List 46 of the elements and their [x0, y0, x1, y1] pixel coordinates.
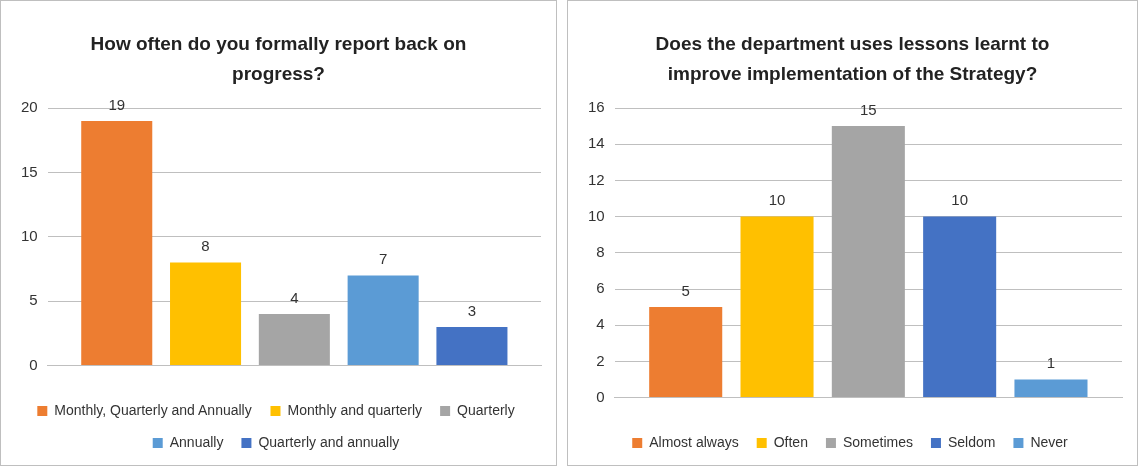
- y-tick-label: 12: [588, 170, 605, 188]
- y-tick-label: 8: [596, 242, 605, 260]
- bar: [81, 120, 153, 366]
- y-tick-label: 10: [21, 226, 38, 244]
- y-tick-label: 16: [588, 98, 605, 116]
- data-label: 5: [681, 281, 690, 299]
- legend-label: Never: [1030, 433, 1069, 450]
- bar: [170, 262, 242, 366]
- data-label: 4: [290, 288, 299, 306]
- y-tick-label: 20: [21, 98, 38, 116]
- chart-title: How often do you formally report back on progress?: [89, 32, 468, 86]
- data-label: 15: [860, 100, 877, 118]
- bar: [831, 126, 905, 398]
- bar: [649, 307, 723, 398]
- data-label: 1: [1046, 354, 1056, 372]
- legend-label: Monthly and quarterly: [287, 401, 423, 418]
- bar: [740, 216, 814, 398]
- legend-label: Almost always: [649, 433, 739, 450]
- legend-label: Annually: [169, 433, 224, 450]
- y-tick-label: 0: [29, 355, 38, 373]
- bar: [1014, 379, 1088, 398]
- data-label: 10: [951, 191, 968, 209]
- data-label: 8: [201, 237, 210, 255]
- data-label: 19: [108, 95, 126, 113]
- y-tick-label: 10: [588, 206, 605, 224]
- y-tick-label: 0: [596, 387, 605, 405]
- legend-label: Seldom: [947, 433, 996, 450]
- y-tick-label: 2: [596, 351, 605, 369]
- bar: [436, 326, 508, 366]
- y-tick-label: 6: [596, 279, 605, 297]
- y-tick-label: 15: [21, 162, 38, 180]
- bar: [923, 216, 997, 398]
- y-tick-label: 4: [596, 315, 605, 333]
- legend-label: Monthly, Quarterly and Annually: [54, 401, 252, 418]
- legend-label: Often: [773, 433, 808, 450]
- data-label: 3: [467, 301, 477, 319]
- y-tick-label: 14: [588, 134, 605, 152]
- chart-title: Does the department uses lessons learnt to improve implementation of the Strategy?: [654, 32, 1051, 86]
- data-label: 10: [768, 191, 786, 209]
- bar: [258, 314, 330, 366]
- bar: [347, 275, 419, 366]
- data-label: 7: [378, 250, 388, 268]
- legend-label: Sometimes: [842, 433, 913, 450]
- legend-label: Quarterly and annually: [258, 433, 400, 450]
- y-tick-label: 5: [29, 291, 38, 309]
- legend-label: Quarterly: [457, 401, 515, 418]
